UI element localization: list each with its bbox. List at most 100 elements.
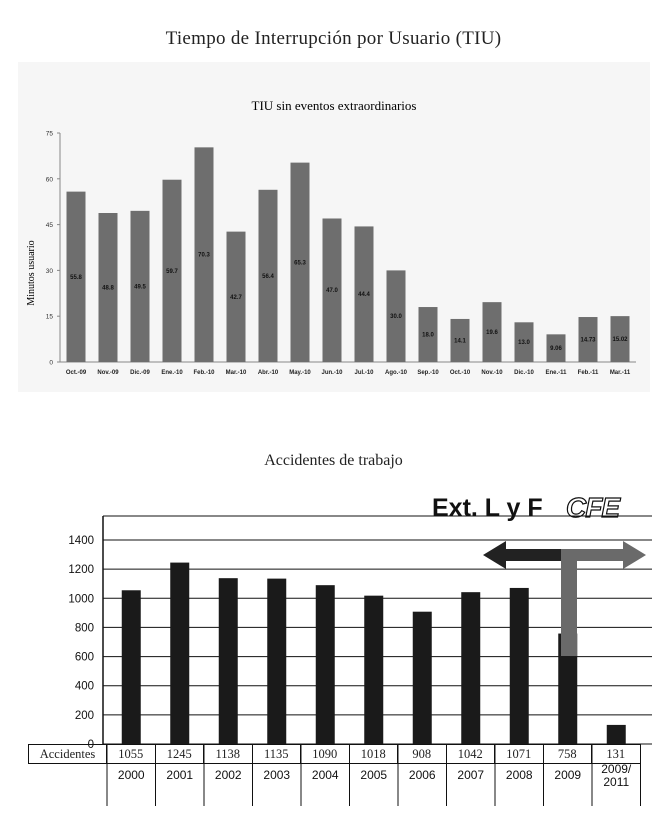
data-label: 56.4: [262, 274, 274, 280]
tiu-chart: TIU sin eventos extraordinarios Minutos …: [26, 98, 636, 376]
table-cell: 1071: [494, 744, 544, 764]
y-tick-label: 400: [75, 681, 94, 693]
cfe-logo: CFE: [565, 491, 620, 523]
data-label: 70.3: [198, 253, 210, 259]
y-tick-label: 1000: [68, 593, 94, 605]
bar: [461, 592, 481, 744]
data-label: 59.7: [166, 269, 178, 275]
y-tick-label: 0: [49, 360, 53, 367]
x-tick-label: Mar.-10: [226, 370, 247, 376]
x-tick-label: Oct.-09: [66, 370, 87, 376]
x-tick-label: Feb.-10: [193, 370, 215, 376]
data-label: 42.7: [230, 295, 242, 301]
x-tick-label: 2001: [166, 768, 193, 782]
x-tick-label: 2003: [263, 768, 290, 782]
accidents-table: Accidentes 1055 1245 1138 1135 1090 1018 908 104…: [28, 744, 641, 764]
data-label: 55.8: [70, 275, 82, 281]
accidents-chart-title: Accidentes de trabajo: [264, 452, 403, 469]
bar: [412, 611, 432, 744]
tiu-chart-panel: TIU sin eventos extraordinarios Minutos …: [18, 62, 650, 392]
x-tick-label: 2000: [118, 768, 145, 782]
data-label: 65.3: [294, 260, 306, 266]
x-tick-label: 2007: [457, 768, 484, 782]
y-tick-label: 1400: [68, 535, 94, 547]
table-cell: 1138: [203, 744, 253, 764]
table-cell: 1135: [251, 744, 301, 764]
brand-text: Ext. L y F: [432, 494, 543, 522]
x-tick-label: Abr.-10: [258, 370, 279, 376]
bar: [315, 585, 335, 744]
bar: [130, 210, 150, 362]
x-tick-label: 2005: [360, 768, 387, 782]
bar: [386, 270, 406, 362]
x-tick-label: May.-10: [289, 370, 311, 376]
tiu-chart-title: TIU sin eventos extraordinarios: [252, 98, 417, 113]
y-tick-label: 45: [46, 222, 54, 229]
table-cell: 1018: [348, 744, 398, 764]
bar: [546, 334, 566, 362]
bar: [267, 578, 287, 744]
x-tick-label: Feb.-11: [578, 370, 599, 376]
x-tick-label: Dic.-09: [130, 370, 150, 376]
y-tick-label: 600: [75, 652, 94, 664]
data-label: 14.73: [580, 338, 596, 344]
bar: [509, 587, 529, 744]
data-label: 9.06: [550, 346, 562, 352]
y-tick-label: 75: [46, 131, 54, 138]
x-tick-label: Sep.-10: [417, 370, 439, 376]
bar: [258, 189, 278, 362]
bar: [364, 595, 384, 744]
table-row-label: Accidentes: [28, 744, 107, 764]
bar: [450, 318, 470, 362]
table-cell: 1245: [154, 744, 204, 764]
page-title: Tiempo de Interrupción por Usuario (TIU): [165, 28, 502, 49]
x-tick-label: 2004: [312, 768, 339, 782]
y-tick-label: 800: [75, 622, 94, 634]
bar: [558, 633, 578, 744]
y-tick-label: 200: [75, 710, 94, 722]
y-tick-label: 1200: [68, 564, 94, 576]
bar: [418, 307, 438, 362]
data-label: 44.4: [358, 292, 370, 298]
data-label: 49.5: [134, 284, 146, 290]
data-label: 19.6: [486, 330, 498, 336]
bar: [170, 562, 190, 744]
y-tick-label: 15: [46, 314, 54, 321]
table-cell: 1055: [106, 744, 156, 764]
bar: [194, 147, 214, 362]
bar: [162, 179, 182, 362]
bar: [98, 212, 118, 362]
x-tick-label: Ene.-10: [161, 370, 183, 376]
bar: [226, 231, 246, 362]
table-cell: 758: [542, 744, 592, 764]
table-cell: 908: [397, 744, 447, 764]
table-cell: 131: [591, 744, 641, 764]
arrow-right-icon: [567, 541, 646, 569]
arrow-left-icon: [483, 541, 567, 569]
y-tick-label: 60: [46, 176, 54, 183]
bar: [514, 322, 534, 362]
x-tick-label: 2006: [409, 768, 436, 782]
bar: [121, 590, 141, 744]
x-tick-label: Ene.-11: [545, 370, 567, 376]
bar: [290, 162, 310, 362]
bar: [578, 317, 598, 362]
bar: [354, 226, 374, 362]
data-label: 14.1: [454, 338, 466, 344]
data-label: 48.8: [102, 285, 114, 291]
bar: [322, 218, 342, 362]
bar: [66, 191, 86, 362]
data-label: 13.0: [518, 340, 530, 346]
tiu-chart-ylabel: Minutos usuario: [26, 240, 37, 305]
x-tick-label: Mar.-11: [610, 370, 631, 376]
x-tick-label: 2011: [603, 775, 629, 789]
x-tick-label: Nov.-10: [481, 370, 503, 376]
y-tick-label: 30: [46, 268, 54, 275]
x-tick-label: Oct.-10: [450, 370, 471, 376]
bar: [482, 302, 502, 362]
data-label: 15.02: [612, 337, 628, 343]
t-stem-icon: [561, 549, 577, 656]
x-tick-label: 2008: [506, 768, 533, 782]
data-label: 18.0: [422, 333, 434, 339]
